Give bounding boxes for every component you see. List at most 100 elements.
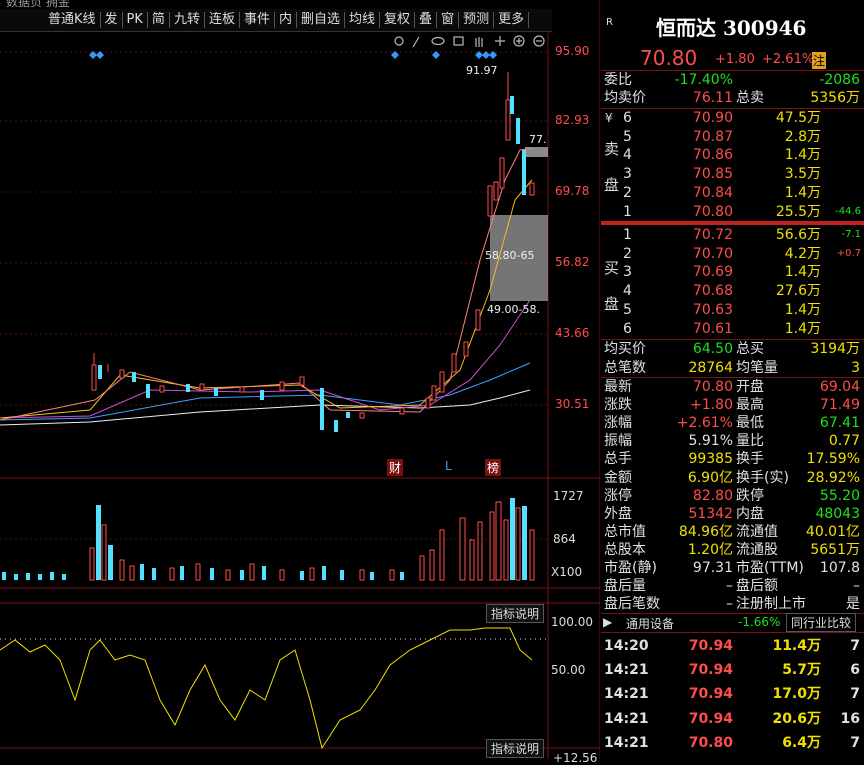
stat-label: 量比: [736, 433, 764, 450]
buy-row: 2 70.70 4.2万 +0.7: [601, 245, 863, 263]
price-axis-label: 95.90: [555, 44, 590, 58]
tick-count: 7: [850, 734, 860, 751]
grid: [0, 51, 548, 540]
buy-row: 1 70.72 56.6万 -7.1: [601, 226, 863, 244]
volume: 47.5万: [775, 110, 821, 126]
tick-volume: 11.4万: [772, 638, 821, 654]
side-label: 卖: [604, 140, 620, 158]
toolbar-item[interactable]: 普通K线: [0, 12, 101, 28]
tick-price: 70.94: [688, 662, 733, 679]
tick-time: 14:21: [604, 662, 649, 679]
stat-label: 最低: [736, 415, 764, 432]
zone-box-small: [525, 147, 548, 157]
toolbar-item[interactable]: 简: [148, 12, 170, 28]
toolbar-item[interactable]: 发: [101, 12, 123, 28]
level: 3: [623, 264, 632, 281]
price: 70.87: [692, 128, 733, 145]
stat-label: 市盈(静): [604, 560, 657, 576]
sell-row: 6 70.90 47.5万: [601, 109, 863, 127]
stat-row: 最新 70.80 开盘 69.04: [601, 378, 863, 396]
chart-tools[interactable]: [394, 35, 545, 48]
stat-value: 5651万: [810, 541, 860, 558]
sell-row: 2 70.84 1.4万: [601, 184, 863, 202]
tick-price: 70.94: [688, 638, 733, 654]
tick-volume: 6.4万: [782, 734, 821, 751]
tick-count: 7: [850, 686, 860, 703]
stat-row: 金额 6.90亿 换手(实) 28.92%: [601, 469, 863, 487]
price: 70.72: [692, 227, 733, 243]
indicator-button[interactable]: 指标说明: [486, 739, 545, 758]
event-tag[interactable]: 财: [387, 459, 404, 476]
tick-time: 14:21: [604, 710, 649, 727]
stat-value: –: [726, 578, 733, 595]
volume-change: +0.7: [836, 247, 861, 259]
toolbar-item[interactable]: 事件: [240, 12, 275, 28]
buy-row: 3 70.69 1.4万: [601, 263, 863, 281]
volume-axis-label: 864: [553, 532, 576, 546]
stat-value: 55.20: [819, 487, 860, 504]
stat-label: 最新: [604, 379, 632, 395]
market-tag: R: [606, 17, 613, 28]
indicator-axis-label: 100.00: [551, 615, 593, 629]
stat-label: 流通股: [736, 541, 778, 558]
tick-volume: 5.7万: [782, 662, 821, 679]
toolbar-item[interactable]: 连板: [205, 12, 240, 28]
level: 6: [623, 110, 632, 126]
book-divider: [601, 221, 864, 225]
buy-row: 6 70.61 1.4万: [601, 320, 863, 338]
stat-value: 84.96亿: [678, 523, 733, 540]
stat-label: 总市值: [604, 523, 646, 540]
toolbar-item[interactable]: 窗: [437, 12, 460, 28]
toolbar-item[interactable]: PK: [123, 12, 148, 28]
level: 5: [623, 301, 632, 318]
stat-value: 6.90亿: [687, 469, 733, 486]
volume: 1.4万: [784, 264, 821, 281]
price: 70.63: [692, 301, 733, 318]
event-tag[interactable]: 榜: [485, 459, 502, 476]
event-tag[interactable]: L: [445, 459, 452, 473]
tick-volume: 20.6万: [772, 710, 821, 727]
volume: 4.2万: [784, 245, 821, 262]
stat-value: –: [853, 578, 860, 595]
toolbar-item[interactable]: 叠: [415, 12, 438, 28]
tick-price: 70.94: [688, 710, 733, 727]
sell-row: 1 70.80 25.5万 -44.6: [601, 203, 863, 221]
indicator-button[interactable]: 指标说明: [486, 604, 545, 623]
volume: 25.5万: [775, 203, 821, 220]
toolbar-item[interactable]: 预测: [459, 12, 495, 28]
divider: [601, 339, 864, 340]
industry-compare[interactable]: 同行业比较: [786, 613, 857, 632]
stat-label: 金额: [604, 469, 632, 486]
stat-label: 涨停: [604, 487, 632, 504]
toolbar-item[interactable]: 内: [275, 12, 297, 28]
price: 70.70: [692, 245, 733, 262]
stat-value: 1.20亿: [687, 541, 733, 558]
change: +1.80: [715, 52, 755, 67]
event-markers: [89, 51, 497, 59]
stock-name: 恒而达 300946: [656, 16, 807, 40]
toolbar-item[interactable]: 更多: [494, 12, 530, 28]
stat-label: 最高: [736, 397, 764, 414]
side-label: ¥: [605, 111, 613, 125]
stat-value: 67.41: [819, 415, 860, 432]
tick-price: 70.80: [688, 734, 733, 751]
toolbar-item[interactable]: 删自选: [297, 12, 346, 28]
volume-axis-label: 1727: [553, 489, 584, 503]
industry-arrow[interactable]: ▶: [603, 615, 613, 629]
toolbar-item[interactable]: 复权: [380, 12, 416, 28]
industry-name: 通用设备: [626, 617, 675, 631]
stat-label: 开盘: [736, 379, 764, 395]
toolbar-item[interactable]: 九转: [170, 12, 205, 28]
trades-row: 总笔数 28764 均笔量 3: [604, 360, 860, 376]
level: 4: [623, 147, 632, 164]
stat-value: 99385: [688, 451, 733, 468]
toolbar-item[interactable]: 均线: [345, 12, 381, 28]
annotation: 58.80-65: [485, 249, 535, 262]
up-candles: [91, 72, 535, 419]
price-axis-label: 69.78: [555, 184, 590, 198]
divider: [601, 108, 864, 109]
price: 70.86: [692, 147, 733, 164]
tick-row: 14:21 70.94 17.0万 7: [601, 685, 863, 703]
divider: [601, 632, 864, 633]
industry-pct: -1.66%: [738, 615, 781, 629]
